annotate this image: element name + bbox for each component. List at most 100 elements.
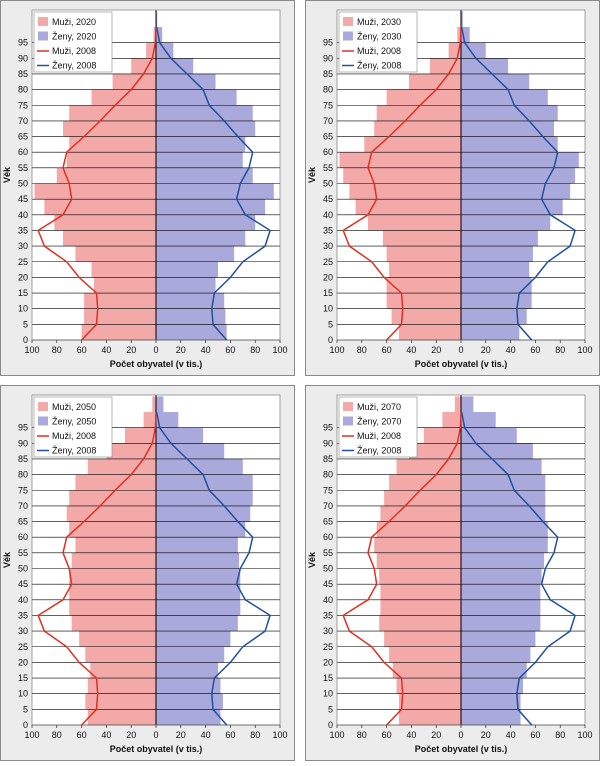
pyramid-bar (399, 709, 461, 725)
pyramid-bar (156, 443, 224, 459)
x-tick-label: 60 (530, 345, 540, 355)
y-tick-label: 90 (323, 438, 333, 448)
legend-swatch (343, 402, 353, 411)
pyramid-bar (156, 199, 265, 215)
pyramid-bar (156, 168, 253, 184)
y-tick-label: 55 (18, 548, 28, 558)
y-tick-label: 15 (323, 288, 333, 298)
x-tick-label: 60 (77, 730, 87, 740)
pyramid-bar (156, 709, 220, 725)
y-tick-label: 30 (18, 626, 28, 636)
y-tick-label: 25 (323, 642, 333, 652)
pyramid-bar (461, 631, 535, 647)
y-tick-label: 75 (323, 485, 333, 495)
pyramid-bar (461, 522, 548, 538)
x-tick-label: 20 (481, 730, 491, 740)
pyramid-bar (88, 459, 156, 475)
y-tick-label: 70 (18, 116, 28, 126)
pyramid-bar (380, 584, 461, 600)
pyramid-bar (397, 678, 461, 694)
pyramid-bar (387, 293, 461, 309)
y-tick-label: 15 (18, 288, 28, 298)
pyramid-bar (156, 309, 225, 325)
y-tick-label: 5 (23, 319, 28, 329)
pyramid-bar (156, 678, 220, 694)
pyramid-bar (461, 615, 540, 631)
legend-label: Ženy, 2020 (52, 32, 96, 42)
x-tick-label: 80 (250, 345, 260, 355)
x-tick-label: 60 (382, 345, 392, 355)
pyramid-bar (461, 459, 542, 475)
pyramid-bar (461, 137, 558, 153)
pyramid-bar (409, 74, 461, 90)
pyramid-bar (156, 184, 274, 200)
pyramid-bar (156, 522, 245, 538)
pyramid-bar (156, 230, 245, 246)
chart-panel: 0510152025303540455055606570758085909510… (1, 386, 295, 761)
x-tick-label: 40 (406, 730, 416, 740)
y-tick-label: 0 (328, 335, 333, 345)
pyramid-bar (387, 246, 461, 262)
y-tick-label: 75 (18, 100, 28, 110)
pyramid-bar (368, 215, 461, 231)
x-tick-label: 80 (555, 345, 565, 355)
x-tick-label: 20 (431, 345, 441, 355)
x-tick-label: 80 (52, 345, 62, 355)
x-axis-label: Počet obyvatel (v tis.) (110, 744, 203, 754)
y-tick-label: 90 (18, 53, 28, 63)
pyramid-bar (79, 631, 156, 647)
y-tick-label: 0 (23, 335, 28, 345)
pyramid-bar (152, 396, 156, 412)
y-tick-label: 10 (18, 689, 28, 699)
pyramid-bar (461, 490, 545, 506)
legend-swatch (38, 17, 48, 26)
pyramid-bar (92, 262, 156, 278)
pyramid-bar (156, 105, 253, 121)
y-tick-label: 40 (323, 210, 333, 220)
y-tick-label: 45 (18, 579, 28, 589)
legend-label: Ženy, 2030 (357, 32, 401, 42)
pyramid-bar (393, 662, 461, 678)
x-tick-label: 20 (176, 345, 186, 355)
y-tick-label: 5 (23, 704, 28, 714)
y-axis-label: Věk (2, 551, 12, 568)
y-tick-label: 20 (18, 657, 28, 667)
pyramid-bar (156, 277, 216, 293)
pyramid-bar (461, 412, 496, 428)
y-tick-label: 35 (323, 610, 333, 620)
legend-label: Ženy, 2008 (357, 61, 401, 71)
x-tick-label: 100 (329, 730, 344, 740)
y-tick-label: 50 (18, 564, 28, 574)
pyramid-bar (156, 600, 240, 616)
pyramid-bar (156, 396, 163, 412)
y-tick-label: 35 (18, 610, 28, 620)
pyramid-bar (377, 553, 461, 569)
x-tick-label: 60 (225, 730, 235, 740)
x-axis-label: Počet obyvatel (v tis.) (110, 359, 203, 369)
x-tick-label: 80 (52, 730, 62, 740)
pyramid-bar (389, 262, 461, 278)
x-tick-label: 100 (24, 730, 39, 740)
pyramid-bar (461, 215, 550, 231)
y-tick-label: 10 (323, 304, 333, 314)
y-tick-label: 45 (18, 194, 28, 204)
y-tick-label: 95 (18, 38, 28, 48)
y-tick-label: 60 (18, 147, 28, 157)
y-tick-label: 85 (18, 454, 28, 464)
pyramid-bar (387, 90, 461, 106)
y-tick-label: 80 (18, 470, 28, 480)
y-tick-label: 60 (323, 147, 333, 157)
x-tick-label: 100 (577, 730, 592, 740)
pyramid-bar (156, 631, 230, 647)
y-axis-label: Věk (2, 166, 12, 183)
x-tick-label: 40 (406, 345, 416, 355)
pyramid-bar (88, 709, 156, 725)
pyramid-bar (349, 184, 461, 200)
x-tick-label: 100 (272, 345, 287, 355)
pyramid-bar (461, 584, 540, 600)
pyramid-bar (461, 600, 540, 616)
